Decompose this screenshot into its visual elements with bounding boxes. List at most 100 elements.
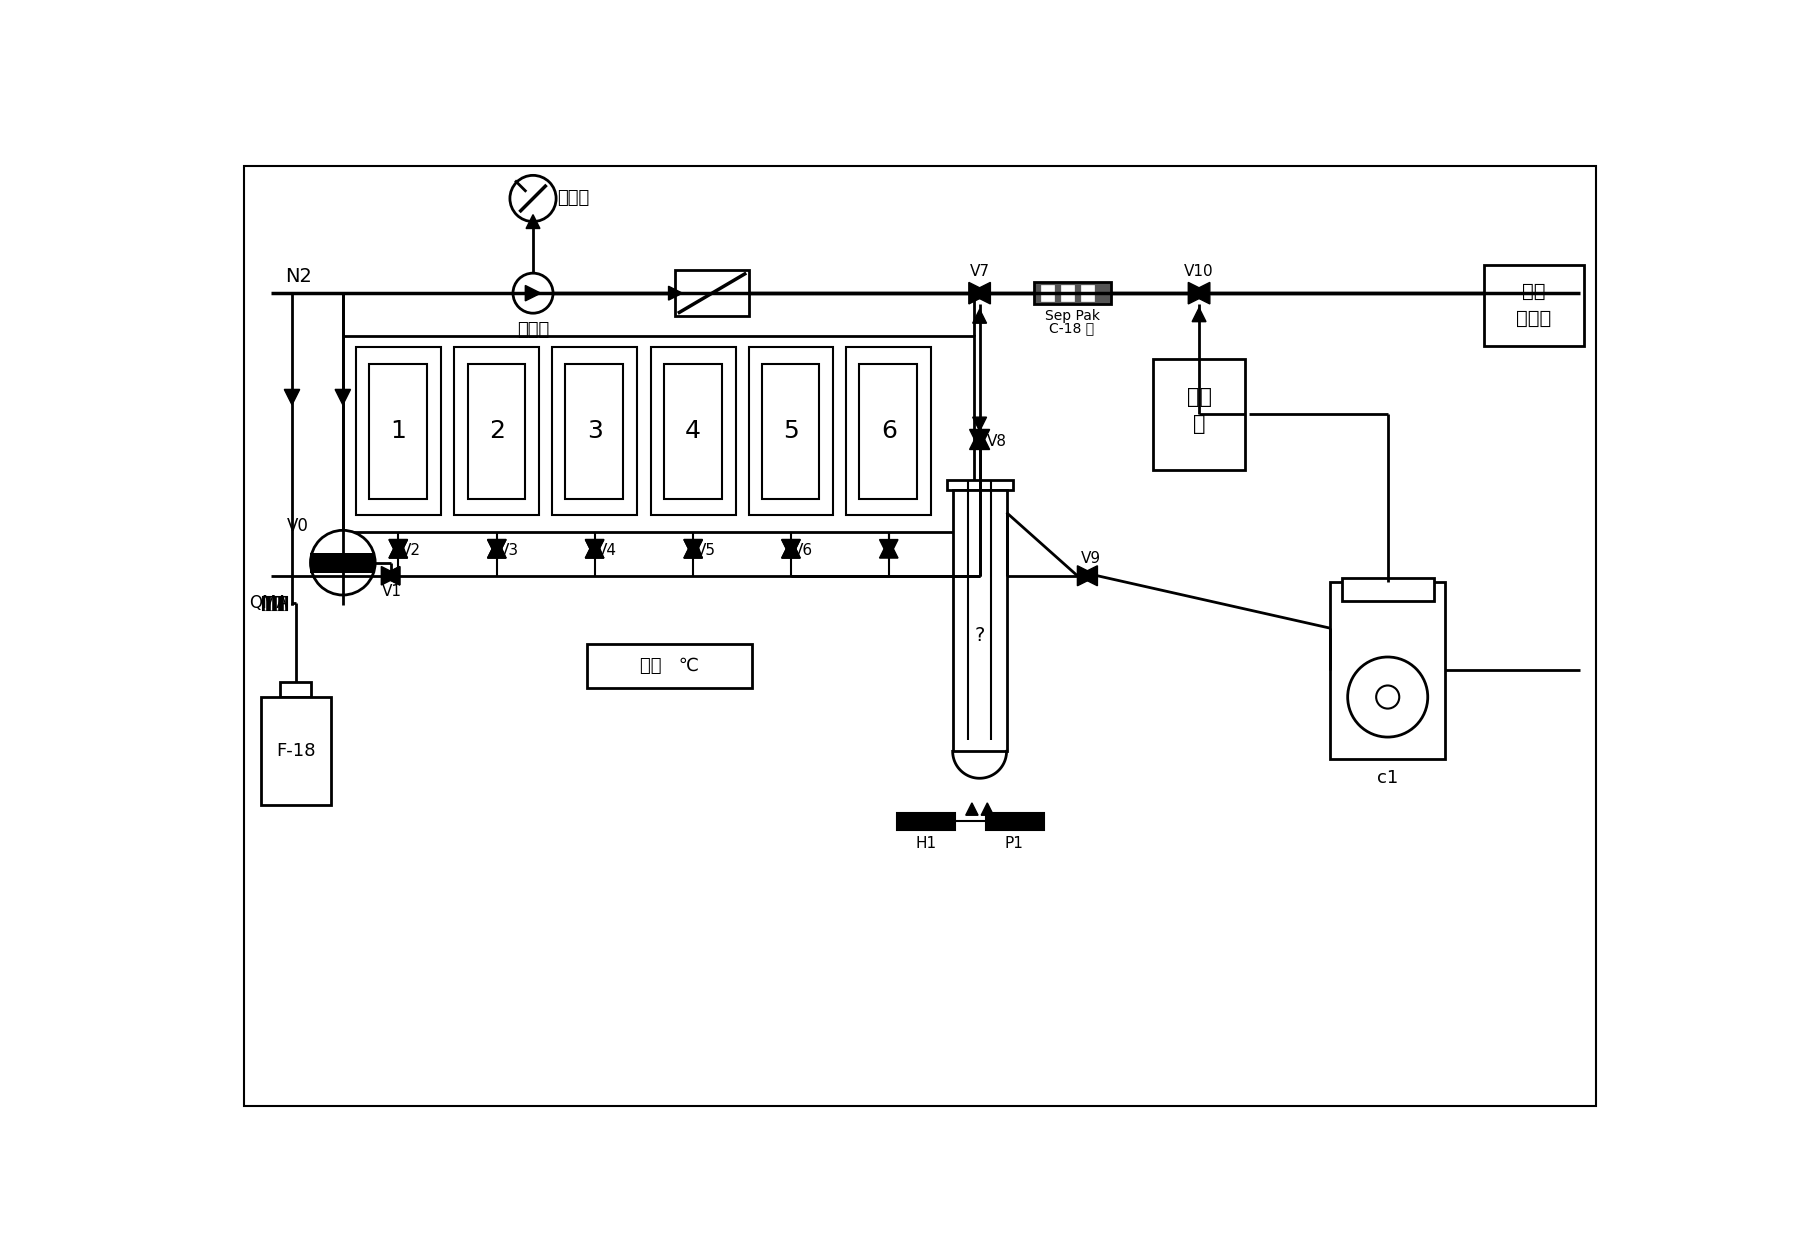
Circle shape — [311, 530, 375, 595]
Bar — [262, 597, 287, 610]
Bar — [343, 335, 975, 531]
Text: 减压阀: 减压阀 — [517, 322, 549, 339]
Polygon shape — [783, 540, 801, 558]
Text: 温度   ℃: 温度 ℃ — [639, 657, 698, 674]
Bar — [953, 490, 1007, 751]
Text: V9: V9 — [1081, 551, 1102, 566]
Bar — [454, 347, 538, 515]
Polygon shape — [973, 417, 987, 431]
Bar — [553, 347, 637, 515]
Text: V1: V1 — [382, 584, 402, 599]
Bar — [1330, 582, 1445, 759]
Polygon shape — [390, 540, 407, 558]
Bar — [652, 347, 736, 515]
Bar — [675, 270, 749, 317]
Text: V2: V2 — [400, 543, 420, 558]
Text: V0: V0 — [287, 516, 309, 535]
Bar — [664, 364, 722, 499]
Polygon shape — [488, 540, 506, 558]
Polygon shape — [973, 309, 987, 323]
Bar — [565, 364, 623, 499]
Bar — [587, 643, 752, 688]
Bar — [946, 480, 1012, 490]
Text: V7: V7 — [969, 264, 989, 279]
Bar — [1041, 285, 1054, 301]
Circle shape — [1377, 686, 1400, 708]
Bar — [1061, 285, 1073, 301]
Bar — [985, 813, 1043, 830]
Circle shape — [1348, 657, 1427, 737]
Polygon shape — [488, 540, 506, 558]
Bar — [761, 364, 820, 499]
Polygon shape — [684, 540, 702, 558]
Text: P1: P1 — [1005, 836, 1023, 852]
Text: 1: 1 — [390, 420, 406, 443]
Polygon shape — [880, 540, 898, 558]
Text: 压力阀: 压力阀 — [556, 190, 589, 207]
Polygon shape — [381, 566, 400, 585]
Polygon shape — [390, 540, 407, 558]
Text: 6: 6 — [881, 420, 898, 443]
Text: V4: V4 — [598, 543, 617, 558]
Text: 收集瓶: 收集瓶 — [1517, 309, 1551, 328]
Circle shape — [513, 273, 553, 313]
Text: 2: 2 — [488, 420, 504, 443]
Polygon shape — [969, 430, 989, 450]
Polygon shape — [668, 286, 682, 300]
Text: 产品: 产品 — [1522, 283, 1545, 301]
Polygon shape — [488, 540, 506, 558]
Polygon shape — [969, 283, 991, 304]
Text: QMA: QMA — [250, 594, 289, 612]
Polygon shape — [1077, 565, 1097, 585]
Polygon shape — [336, 389, 350, 404]
Polygon shape — [1077, 565, 1097, 585]
Bar — [898, 813, 955, 830]
Bar — [749, 347, 833, 515]
Bar — [311, 553, 375, 573]
Text: C-18 柱: C-18 柱 — [1050, 322, 1095, 335]
Polygon shape — [783, 540, 801, 558]
Polygon shape — [969, 283, 991, 304]
Bar — [1341, 578, 1434, 602]
Text: Sep Pak: Sep Pak — [1045, 309, 1100, 323]
Bar — [262, 697, 330, 805]
Bar — [860, 364, 917, 499]
Polygon shape — [585, 540, 603, 558]
Polygon shape — [684, 540, 702, 558]
Circle shape — [510, 176, 556, 221]
Bar — [370, 364, 427, 499]
Bar — [355, 347, 440, 515]
Bar — [847, 347, 932, 515]
Text: V3: V3 — [499, 543, 519, 558]
Bar — [1034, 283, 1111, 304]
Polygon shape — [488, 540, 506, 558]
Polygon shape — [982, 803, 993, 815]
Polygon shape — [1192, 308, 1206, 322]
Polygon shape — [684, 540, 702, 558]
Polygon shape — [381, 566, 400, 585]
Polygon shape — [684, 540, 702, 558]
Text: 5: 5 — [783, 420, 799, 443]
Bar — [1152, 359, 1246, 470]
Text: V10: V10 — [1185, 264, 1213, 279]
Polygon shape — [1188, 283, 1210, 304]
Polygon shape — [783, 540, 801, 558]
Text: H1: H1 — [915, 836, 937, 852]
Polygon shape — [783, 540, 801, 558]
Polygon shape — [1188, 283, 1210, 304]
Polygon shape — [585, 540, 603, 558]
Bar — [1081, 285, 1093, 301]
Text: N2: N2 — [285, 266, 312, 285]
Bar — [467, 364, 526, 499]
Polygon shape — [390, 540, 407, 558]
Text: 废液: 废液 — [1186, 387, 1212, 407]
Polygon shape — [284, 389, 300, 404]
Text: V5: V5 — [695, 543, 716, 558]
Text: 3: 3 — [587, 420, 603, 443]
Polygon shape — [390, 540, 407, 558]
Polygon shape — [880, 540, 898, 558]
Polygon shape — [585, 540, 603, 558]
Text: 4: 4 — [686, 420, 702, 443]
Text: F-18: F-18 — [276, 742, 316, 760]
Polygon shape — [585, 540, 603, 558]
